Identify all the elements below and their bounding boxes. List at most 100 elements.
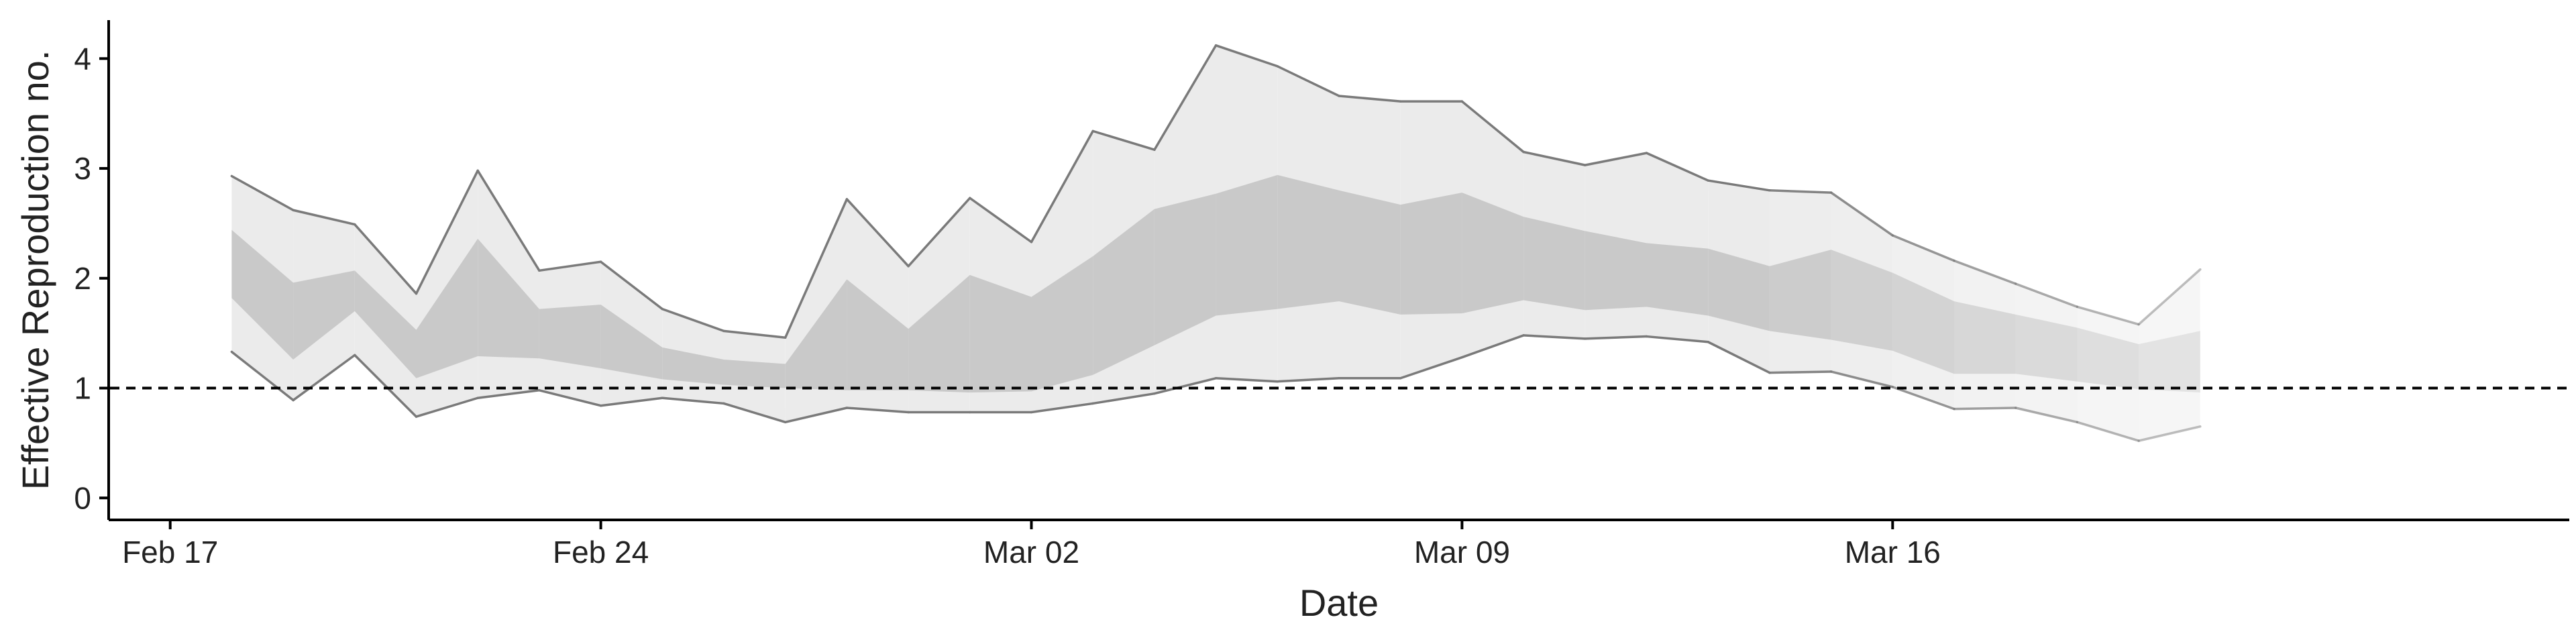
ci50-band-segment xyxy=(1769,250,1831,340)
ci50-band-segment xyxy=(600,305,663,380)
lower-bound-segment xyxy=(661,396,725,405)
upper-bound-segment xyxy=(1707,179,1771,192)
lower-bound-segment xyxy=(1707,340,1771,374)
band-layer xyxy=(231,45,2200,441)
upper-bound-segment xyxy=(722,329,787,339)
ci50-band-segment xyxy=(2015,314,2078,382)
ci50-band-segment xyxy=(1031,256,1093,392)
upper-bound-segment xyxy=(1584,152,1648,166)
lower-bound-segment xyxy=(845,407,910,414)
ci50-band-segment xyxy=(908,274,970,393)
lower-bound-segment xyxy=(476,389,541,400)
lower-bound-segment xyxy=(538,389,602,407)
upper-bound-segment xyxy=(1030,129,1094,244)
upper-bound-segment xyxy=(1829,191,1894,237)
upper-bound-segment xyxy=(784,198,849,339)
lower-bound-segment xyxy=(1276,377,1340,383)
lower-bound-segment xyxy=(1829,370,1894,388)
upper-bound-segment xyxy=(538,260,602,272)
lower-bound-segment xyxy=(354,354,418,418)
upper-bound-segment xyxy=(230,174,294,212)
ci50-band-segment xyxy=(785,279,847,390)
lower-bound-segment xyxy=(1768,370,1833,374)
upper-bound-segment xyxy=(1768,189,1833,194)
ci50-band-segment xyxy=(354,270,417,378)
lower-bound-segment xyxy=(599,396,664,407)
upper-bound-segment xyxy=(354,223,418,295)
ci50-band-segment xyxy=(1400,193,1462,315)
ci50-band-segment xyxy=(1585,231,1647,311)
upper-bound-segment xyxy=(2014,282,2079,309)
lower-bound-segment xyxy=(1460,334,1525,359)
lower-bound-segment xyxy=(1522,334,1587,340)
ci50-band-segment xyxy=(1954,301,2016,374)
ci50-band-segment xyxy=(847,279,909,390)
lower-bound-segment xyxy=(1030,402,1094,414)
upper-bound-segment xyxy=(1891,234,1955,262)
x-tick-label: Mar 02 xyxy=(983,535,1079,570)
ci50-band-segment xyxy=(1462,193,1524,314)
lower-bound-segment xyxy=(784,407,849,424)
y-tick-label: 1 xyxy=(74,371,91,406)
upper-bound-segment xyxy=(845,198,910,268)
upper-bound-segment xyxy=(599,260,664,311)
lower-bound-segment xyxy=(1399,356,1464,380)
y-ticks: 0 1 2 3 4 xyxy=(74,41,109,515)
y-tick-label: 4 xyxy=(74,41,91,76)
ci50-band-segment xyxy=(231,229,294,360)
lower-bound-segment xyxy=(1091,392,1156,405)
upper-bound-segment xyxy=(661,307,725,333)
upper-bound-segment xyxy=(907,197,971,268)
ci50-band-segment xyxy=(1646,243,1709,316)
bound-lines-layer xyxy=(230,44,2202,442)
lower-bound-segment xyxy=(1645,335,1709,343)
upper-bound-segment xyxy=(1953,259,2017,285)
upper-bound-segment xyxy=(1153,44,1218,151)
ci50-band-segment xyxy=(1831,250,1893,351)
lower-bound-segment xyxy=(2137,425,2202,442)
x-axis-title: Date xyxy=(1299,582,1379,624)
ci50-band-segment xyxy=(1892,272,1954,374)
upper-bound-segment xyxy=(1522,150,1587,166)
ci50-band-segment xyxy=(539,305,601,369)
lower-bound-segment xyxy=(2014,407,2079,424)
lower-bound-segment xyxy=(2076,421,2140,442)
lower-bound-segment xyxy=(292,354,356,402)
ci50-band-segment xyxy=(1708,248,1770,331)
ci90-band-segment xyxy=(2139,269,2200,441)
y-tick-label: 2 xyxy=(74,261,91,296)
y-axis-title: Effective Reproduction no. xyxy=(14,50,56,490)
ci50-band-segment xyxy=(1339,190,1401,315)
lower-bound-segment xyxy=(1953,407,2017,411)
upper-bound-segment xyxy=(292,209,356,226)
upper-bound-segment xyxy=(969,197,1033,244)
upper-bound-segment xyxy=(415,169,479,295)
ci50-band-segment xyxy=(1277,174,1339,309)
x-tick-label: Feb 17 xyxy=(122,535,218,570)
ci50-band-segment xyxy=(1216,174,1278,316)
upper-bound-segment xyxy=(2137,268,2202,326)
ci50-band-segment xyxy=(969,274,1032,393)
ci50-band-segment xyxy=(2139,331,2200,393)
y-tick-label: 0 xyxy=(74,480,91,515)
y-tick-label: 3 xyxy=(74,151,91,186)
ci50-band-segment xyxy=(416,238,478,378)
upper-bound-segment xyxy=(476,169,541,272)
upper-bound-segment xyxy=(1460,100,1525,154)
upper-bound-segment xyxy=(1338,95,1402,103)
ci50-band-segment xyxy=(293,270,355,360)
upper-bound-segment xyxy=(1091,129,1156,151)
lower-bound-segment xyxy=(415,396,479,418)
ci50-band-segment xyxy=(1523,217,1585,311)
ci50-band-segment xyxy=(2077,327,2139,390)
upper-bound-segment xyxy=(1276,65,1340,97)
upper-bound-segment xyxy=(1214,44,1279,68)
ci50-band-segment xyxy=(724,359,786,388)
x-tick-label: Mar 09 xyxy=(1414,535,1510,570)
upper-bound-segment xyxy=(1645,152,1709,182)
ci50-band-segment xyxy=(1093,209,1155,375)
ci50-band-segment xyxy=(478,238,539,359)
lower-bound-segment xyxy=(230,350,294,402)
lower-bound-segment xyxy=(1153,377,1218,395)
